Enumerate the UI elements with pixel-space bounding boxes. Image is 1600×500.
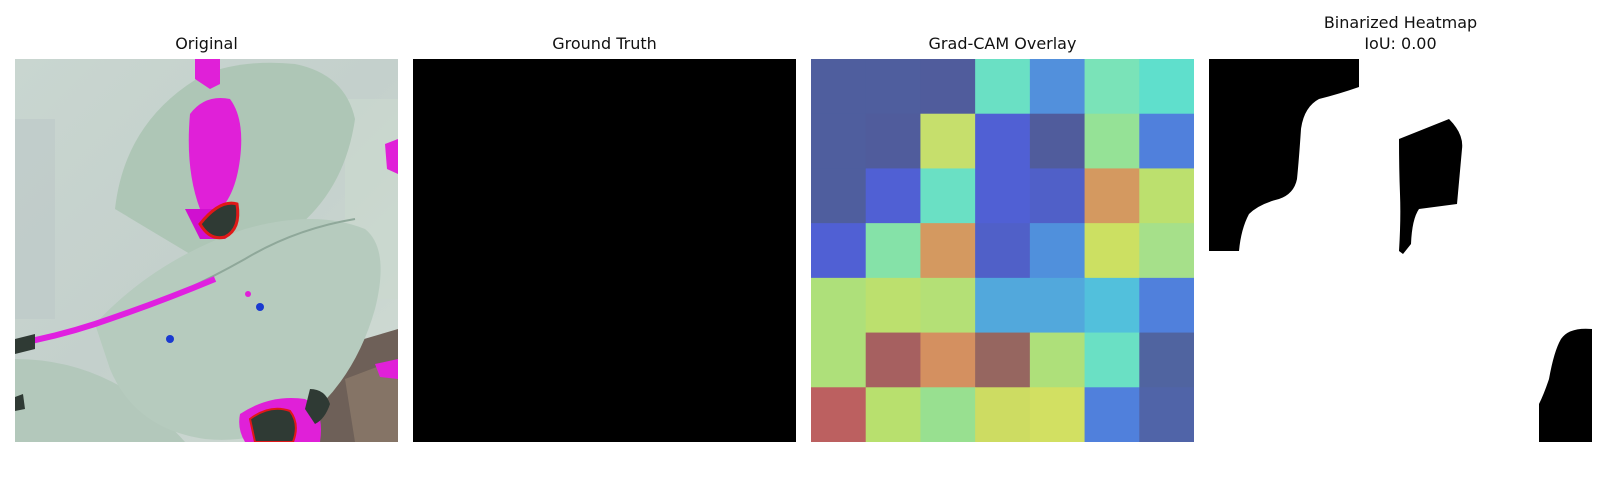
- gradcam-cell: [1029, 277, 1086, 334]
- gradcam-cell: [975, 168, 1031, 224]
- gradcam-cell: [920, 387, 976, 442]
- gradcam-cell: [1029, 387, 1086, 442]
- gradcam-cell: [1084, 387, 1140, 442]
- gradcam-cell: [1084, 168, 1140, 224]
- gradcam-cell: [975, 332, 1031, 388]
- gradcam-cell: [975, 277, 1031, 334]
- gradcam-cell: [1029, 113, 1086, 170]
- gradcam-cell: [920, 168, 976, 224]
- gradcam-cell: [811, 387, 867, 442]
- gradcam-cell: [1139, 223, 1194, 279]
- gradcam-overlay: [811, 59, 1194, 442]
- gradcam-cell: [975, 113, 1031, 170]
- gradcam-cell: [1029, 168, 1086, 224]
- gradcam-cell: [920, 332, 976, 388]
- ground-truth-mask: [413, 59, 796, 442]
- gradcam-cell: [865, 168, 922, 224]
- gradcam-cell: [1084, 113, 1140, 170]
- gradcam-cell: [975, 223, 1031, 279]
- gradcam-cell: [920, 277, 976, 334]
- gradcam-cell: [811, 113, 867, 170]
- gradcam-cell: [865, 223, 922, 279]
- gradcam-cell: [1139, 387, 1194, 442]
- gradcam-cell: [811, 59, 867, 115]
- gradcam-cell: [811, 332, 867, 388]
- gradcam-cell: [865, 332, 922, 388]
- gradcam-cell: [811, 168, 867, 224]
- gradcam-cell: [975, 387, 1031, 442]
- gradcam-cell: [865, 277, 922, 334]
- gradcam-cell: [811, 277, 867, 334]
- gradcam-cell: [1029, 223, 1086, 279]
- gradcam-cell: [920, 59, 976, 115]
- gradcam-cell: [1139, 113, 1194, 170]
- gradcam-cell: [1084, 277, 1140, 334]
- original-image: [15, 59, 398, 442]
- iou-label: IoU: 0.00: [1364, 34, 1437, 53]
- gradcam-cell: [920, 223, 976, 279]
- gradcam-overlay-title: Grad-CAM Overlay: [928, 34, 1077, 53]
- gradcam-cell: [865, 59, 922, 115]
- gradcam-cell: [920, 113, 976, 170]
- gradcam-cell: [975, 59, 1031, 115]
- original-title: Original: [175, 34, 238, 53]
- gradcam-cell: [1139, 59, 1194, 115]
- gradcam-cell: [1084, 332, 1140, 388]
- gradcam-cell: [865, 387, 922, 442]
- gradcam-cell: [1029, 59, 1086, 115]
- gradcam-cell: [1084, 59, 1140, 115]
- ground-truth-title: Ground Truth: [552, 34, 657, 53]
- gradcam-cell: [1139, 277, 1194, 334]
- gradcam-cell: [1139, 168, 1194, 224]
- gradcam-cell: [1139, 332, 1194, 388]
- binarized-heatmap-title: Binarized Heatmap: [1323, 13, 1478, 32]
- gradcam-cell: [811, 223, 867, 279]
- binarized-heatmap: [1209, 59, 1592, 442]
- gradcam-cell: [1084, 223, 1140, 279]
- gradcam-cell: [865, 113, 922, 170]
- gradcam-cell: [1029, 332, 1086, 388]
